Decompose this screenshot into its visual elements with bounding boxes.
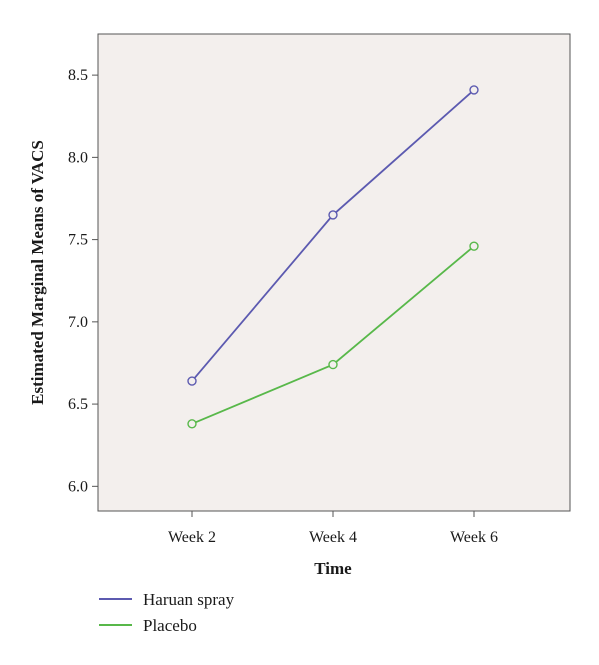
x-tick-label: Week 4: [309, 529, 357, 546]
data-point: [187, 419, 197, 429]
y-tick-label: 7.0: [68, 314, 88, 331]
legend: Haruan spray Placebo: [99, 590, 235, 635]
y-axis: 6.0 6.5 7.0 7.5 8.0 8.5: [68, 67, 98, 495]
legend-label: Haruan spray: [143, 590, 235, 609]
y-tick-label: 8.5: [68, 67, 88, 84]
series-layer: [187, 85, 479, 429]
x-axis-title: Time: [314, 559, 352, 578]
data-point: [469, 241, 479, 251]
x-tick-label: Week 2: [168, 529, 216, 546]
y-tick-label: 6.0: [68, 478, 88, 495]
y-tick-label: 7.5: [68, 232, 88, 249]
data-point: [187, 376, 197, 386]
x-axis: Week 2 Week 4 Week 6: [168, 511, 498, 546]
data-point: [469, 85, 479, 95]
data-point: [328, 210, 338, 220]
y-tick-label: 6.5: [68, 396, 88, 413]
y-tick-label: 8.0: [68, 149, 88, 166]
legend-label: Placebo: [143, 616, 197, 635]
plot-area: [97, 33, 571, 512]
x-tick-label: Week 6: [450, 529, 498, 546]
y-axis-title: Estimated Marginal Means of VACS: [28, 140, 47, 405]
data-point: [328, 359, 338, 370]
